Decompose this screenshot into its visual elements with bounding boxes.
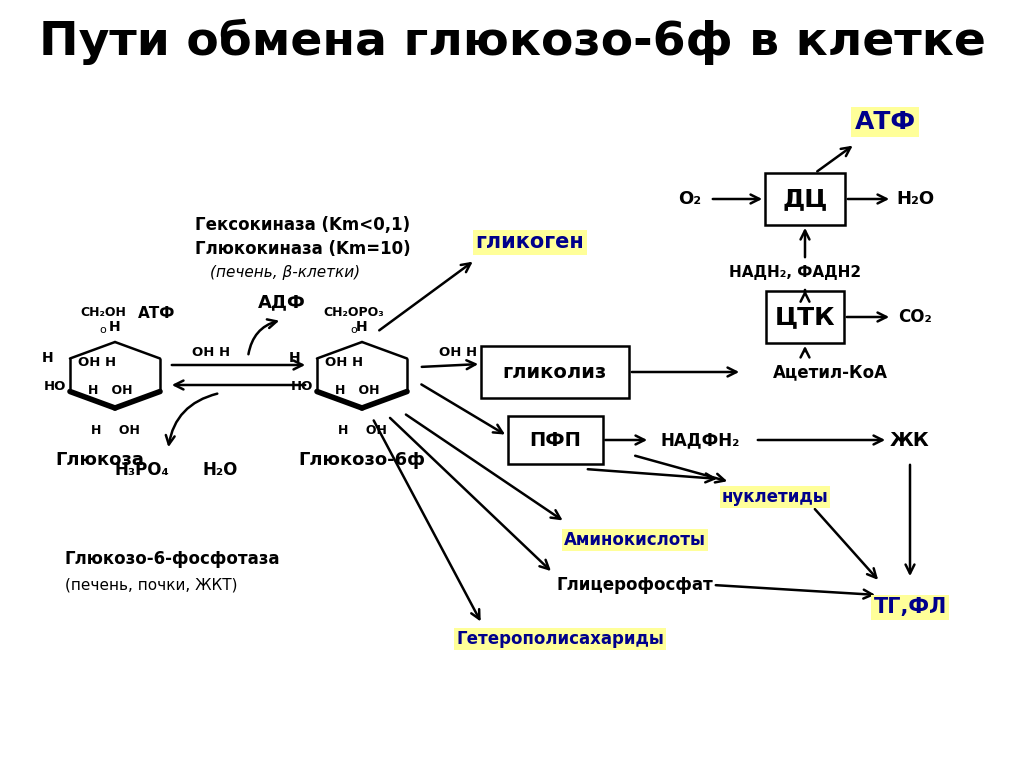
Text: Н₃РО₄: Н₃РО₄	[115, 461, 169, 479]
Text: CH₂OH: CH₂OH	[80, 305, 126, 318]
Text: Гексокиназа (Km<0,1): Гексокиназа (Km<0,1)	[195, 216, 411, 234]
Text: Аминокислоты: Аминокислоты	[564, 531, 706, 549]
Text: HO: HO	[291, 380, 313, 393]
FancyBboxPatch shape	[766, 291, 844, 343]
Text: (печень, почки, ЖКТ): (печень, почки, ЖКТ)	[65, 578, 238, 592]
Text: Глюкозо-6-фосфотаза: Глюкозо-6-фосфотаза	[65, 550, 281, 568]
Text: Глюкозо-6ф: Глюкозо-6ф	[299, 451, 426, 469]
Text: H: H	[356, 320, 368, 334]
Text: О₂: О₂	[679, 190, 701, 208]
Text: HO: HO	[44, 380, 66, 393]
Text: АТФ: АТФ	[138, 307, 176, 321]
Text: H    OH: H OH	[338, 423, 386, 436]
Text: ТГ,ФЛ: ТГ,ФЛ	[873, 597, 946, 617]
Text: o: o	[350, 325, 357, 335]
Text: Н₂О: Н₂О	[203, 461, 238, 479]
Text: гликолиз: гликолиз	[503, 363, 607, 381]
Text: АТФ: АТФ	[854, 110, 915, 134]
Text: o: o	[99, 325, 106, 335]
Text: ДЦ: ДЦ	[782, 187, 827, 211]
Text: СО₂: СО₂	[898, 308, 932, 326]
Text: H    OH: H OH	[90, 423, 139, 436]
Text: Глюкокиназа (Km=10): Глюкокиназа (Km=10)	[195, 240, 411, 258]
Text: H: H	[42, 351, 54, 366]
Text: ПФП: ПФП	[529, 430, 581, 449]
FancyBboxPatch shape	[765, 173, 845, 225]
Text: H: H	[289, 351, 301, 366]
Text: НАДФН₂: НАДФН₂	[660, 431, 739, 449]
Text: OH H: OH H	[78, 357, 116, 370]
Text: Н₂О: Н₂О	[896, 190, 934, 208]
Text: ЦТК: ЦТК	[775, 305, 836, 329]
Text: OH H: OH H	[439, 346, 477, 359]
Text: OH H: OH H	[193, 346, 230, 359]
Text: ЖК: ЖК	[890, 430, 930, 449]
Text: CH₂OPO₃: CH₂OPO₃	[324, 305, 384, 318]
Text: H: H	[110, 320, 121, 334]
Text: нуклетиды: нуклетиды	[722, 488, 828, 506]
Text: Пути обмена глюкозо-6ф в клетке: Пути обмена глюкозо-6ф в клетке	[39, 19, 985, 65]
Text: АДФ: АДФ	[258, 293, 306, 311]
Text: H   OH: H OH	[335, 384, 379, 397]
Text: НАДН₂, ФАДН2: НАДН₂, ФАДН2	[729, 265, 861, 279]
Text: Глюкоза: Глюкоза	[55, 451, 144, 469]
FancyBboxPatch shape	[481, 346, 629, 398]
Text: (печень, β-клетки): (печень, β-клетки)	[210, 265, 360, 281]
FancyBboxPatch shape	[508, 416, 602, 464]
Text: гликоген: гликоген	[475, 232, 585, 252]
Text: H   OH: H OH	[88, 384, 132, 397]
Text: Ацетил-КоА: Ацетил-КоА	[772, 363, 888, 381]
Text: Глицерофосфат: Глицерофосфат	[557, 576, 714, 594]
Text: Гетерополисахариды: Гетерополисахариды	[456, 630, 664, 648]
Text: OH H: OH H	[325, 357, 364, 370]
